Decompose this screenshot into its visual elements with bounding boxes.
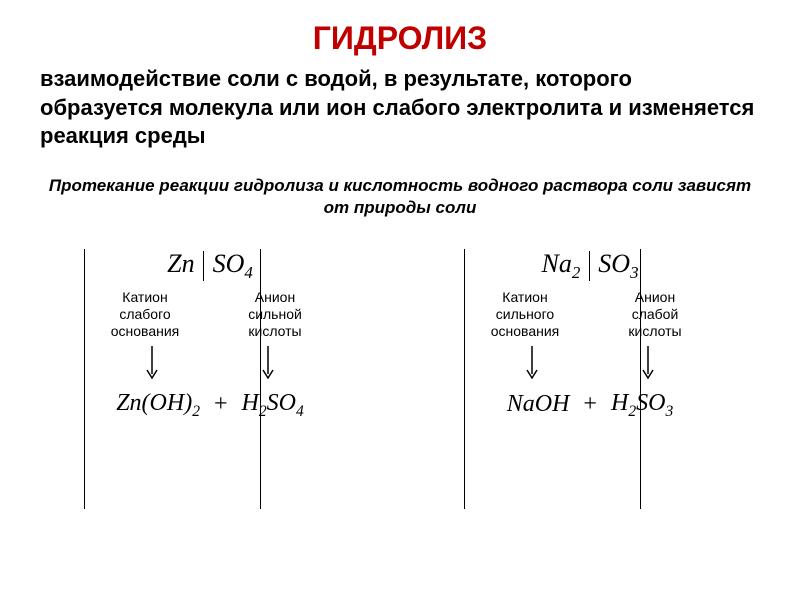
salt-formula: Na2 SO3	[541, 249, 638, 283]
cation-label: Катион слабого основания	[100, 289, 190, 339]
formula-divider	[203, 251, 204, 281]
salt-formula: Zn SO4	[167, 249, 253, 283]
anion-label: Анион сильной кислоты	[230, 289, 320, 339]
products-row: Zn(OH)2 + H2SO4	[40, 390, 380, 421]
divider-line	[260, 249, 261, 509]
product-base: Zn(OH)2	[116, 390, 200, 421]
definition-text: взаимодействие соли с водой, в результат…	[40, 65, 760, 151]
divider-line	[464, 249, 465, 509]
example-block: Na2 SO3 Катион сильного основания Анион …	[420, 249, 760, 420]
anion-part: SO3	[598, 249, 638, 278]
product-base: NaOH	[507, 391, 570, 418]
divider-line	[640, 249, 641, 509]
subheading-text: Протекание реакции гидролиза и кислотнос…	[40, 175, 760, 219]
arrow-down-icon	[144, 346, 160, 380]
page-title: ГИДРОЛИЗ	[40, 20, 760, 57]
example-block: Zn SO4 Катион слабого основания Анион си…	[40, 249, 380, 420]
cation-part: Zn	[167, 249, 194, 278]
cation-label: Катион сильного основания	[480, 289, 570, 339]
arrow-down-icon	[260, 346, 276, 380]
plus-sign: +	[583, 391, 597, 418]
formula-divider	[589, 251, 590, 281]
anion-part: SO4	[213, 249, 253, 278]
divider-line	[84, 249, 85, 509]
examples-row: Zn SO4 Катион слабого основания Анион си…	[40, 249, 760, 420]
product-acid: H2SO3	[611, 390, 673, 421]
arrows-row	[420, 346, 760, 380]
products-row: NaOH + H2SO3	[420, 390, 760, 421]
arrows-row	[40, 346, 380, 380]
anion-label: Анион слабой кислоты	[610, 289, 700, 339]
arrow-down-icon	[524, 346, 540, 380]
product-acid: H2SO4	[242, 390, 304, 421]
ion-labels: Катион сильного основания Анион слабой к…	[420, 289, 760, 339]
cation-part: Na2	[541, 249, 580, 278]
ion-labels: Катион слабого основания Анион сильной к…	[40, 289, 380, 339]
arrow-down-icon	[640, 346, 656, 380]
plus-sign: +	[214, 391, 228, 418]
